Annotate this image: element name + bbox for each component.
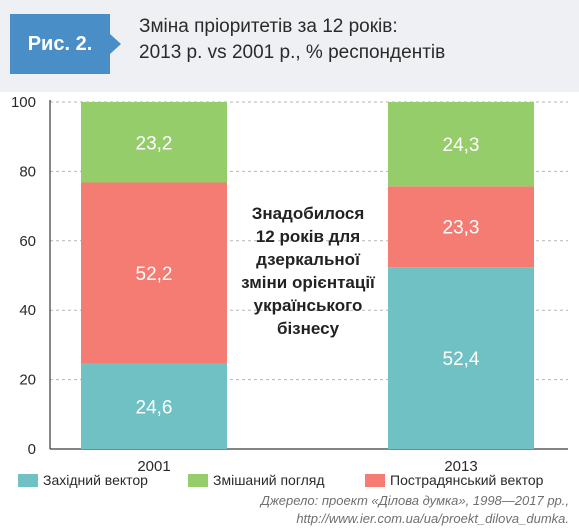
- chart-title: Зміна пріоритетів за 12 років: 2013 р. v…: [139, 14, 559, 66]
- legend-swatch-western: [18, 473, 38, 487]
- legend-label-post-soviet: Пострадянський вектор: [390, 472, 544, 488]
- header: Рис. 2. Зміна пріоритетів за 12 років: 2…: [0, 0, 579, 92]
- bar-segment: [81, 102, 227, 183]
- annotation-line: дзеркальної: [256, 250, 361, 269]
- figure-label: Рис. 2.: [10, 14, 121, 74]
- data-label: 24,3: [443, 135, 480, 156]
- source-note: Джерело: проект «Ділова думка», 1998—201…: [261, 492, 569, 528]
- legend-swatch-mixed: [188, 473, 208, 487]
- legend-label-western: Західний вектор: [43, 472, 148, 488]
- legend-swatch-post-soviet: [365, 473, 385, 487]
- title-line-1: Зміна пріоритетів за 12 років:: [139, 16, 398, 37]
- legend-label-mixed: Змішаний погляд: [213, 472, 325, 488]
- x-tick-label: 2013: [444, 458, 477, 472]
- y-tick-label: 20: [19, 372, 36, 389]
- bar-segment: [388, 102, 534, 187]
- data-label: 23,2: [136, 133, 173, 154]
- y-tick-label: 40: [19, 302, 36, 319]
- bar-segment: [81, 363, 227, 449]
- bar-segment: [81, 182, 227, 364]
- title-line-2: 2013 р. vs 2001 р., % респондентів: [139, 42, 446, 63]
- y-tick-label: 60: [19, 233, 36, 250]
- legend: Західний вектор Змішаний погляд Пострадя…: [0, 472, 579, 492]
- bar-segment: [388, 267, 534, 449]
- annotation-line: бізнесу: [277, 319, 340, 338]
- legend-item-western: Західний вектор: [18, 472, 148, 488]
- legend-item-mixed: Змішаний погляд: [188, 472, 325, 488]
- x-tick-label: 2001: [137, 458, 170, 472]
- source-line-1: Джерело: проект «Ділова думка», 1998—201…: [260, 493, 569, 508]
- y-tick-label: 0: [28, 441, 36, 458]
- stacked-bar-chart: 0 20 40 60 80 100 24,6 52,2 23,2 2001 52,4 23,3 24,3…: [11, 94, 568, 472]
- data-label: 23,3: [443, 218, 480, 239]
- legend-item-post-soviet: Пострадянський вектор: [365, 472, 543, 488]
- annotation-line: 12 років для: [256, 227, 360, 246]
- y-tick-label: 80: [19, 163, 36, 180]
- bar-segment: [388, 186, 534, 268]
- data-label: 52,2: [136, 264, 173, 285]
- data-label: 24,6: [136, 397, 173, 418]
- annotation-line: Знадобилося: [252, 204, 365, 223]
- source-line-2: http://www.ier.com.ua/ua/proekt_dilova_d…: [296, 511, 569, 526]
- annotation-line: українського: [254, 296, 363, 315]
- y-tick-label: 100: [11, 94, 36, 111]
- data-label: 52,4: [443, 349, 480, 370]
- annotation-line: зміни орієнтації: [241, 273, 376, 292]
